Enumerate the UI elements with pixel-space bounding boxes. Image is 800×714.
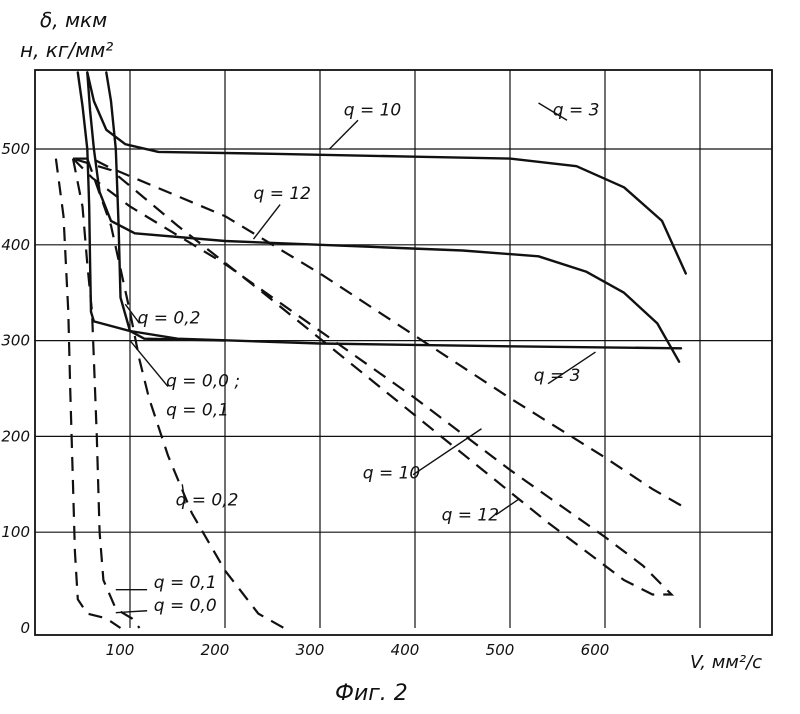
x-tick-label: 500	[486, 641, 515, 659]
curve-annotation: q = 10	[363, 464, 420, 484]
series-layer	[54, 71, 687, 629]
series-line-4	[105, 71, 227, 342]
tick-layer: 100 200 300 400 500 600 0 100 200 300 400 500	[1, 140, 609, 659]
series-line-1	[86, 71, 687, 275]
annotation-layer: q = 10 q = 3 q = 12 q = 0,2 q = 0,0 ; q = 0,1…	[138, 100, 600, 615]
series-line-6	[72, 157, 675, 596]
y-tick-label: 0	[20, 619, 30, 637]
leader-line	[329, 119, 359, 150]
series-line-2	[86, 71, 681, 363]
leader-line	[115, 610, 148, 614]
leader-line	[495, 498, 520, 516]
y-tick-label: 300	[1, 332, 30, 350]
series-line-3	[76, 71, 683, 350]
curve-annotation: q = 0,2	[138, 308, 201, 328]
leader-line	[252, 204, 281, 240]
leader-line	[547, 351, 596, 385]
y-tick-label: 200	[1, 427, 30, 445]
curve-annotation: q = 3	[534, 366, 581, 386]
curve-annotation: q = 0,1	[154, 573, 217, 593]
series-line-9	[54, 158, 122, 629]
y-axis-label-line-2: н, кг/мм²	[20, 38, 113, 62]
curve-annotation: q = 0,2	[176, 490, 239, 510]
x-tick-label: 600	[581, 641, 610, 659]
x-tick-label: 200	[201, 641, 230, 659]
leader-line	[412, 428, 482, 476]
leader-line	[538, 102, 568, 121]
plot-frame	[34, 69, 773, 636]
x-tick-label: 300	[296, 641, 325, 659]
x-tick-label: 100	[106, 641, 135, 659]
series-line-5	[73, 157, 682, 507]
curve-annotation: q = 12	[254, 184, 311, 204]
leader-line	[124, 303, 141, 324]
curve-annotation: q = 12	[442, 506, 499, 526]
curve-annotation: q = 0,0	[154, 596, 217, 616]
figure-caption: Фиг. 2	[335, 681, 408, 706]
x-tick-label: 400	[391, 641, 420, 659]
curve-annotation: q = 3	[553, 100, 600, 120]
series-line-7	[86, 158, 285, 629]
x-axis-label: V, мм²/с	[690, 652, 762, 673]
y-axis-label-line-1: δ, мкм	[40, 8, 107, 32]
y-tick-label: 400	[1, 236, 30, 254]
y-tick-label: 100	[1, 523, 30, 541]
leader-layer	[115, 102, 596, 614]
grid-layer	[35, 70, 772, 628]
curve-annotation: q = 0,1	[166, 400, 229, 420]
leader-line	[181, 484, 186, 504]
y-tick-label: 500	[1, 140, 30, 158]
leader-line	[129, 340, 169, 388]
curve-annotation: q = 10	[344, 100, 401, 120]
curve-annotation: q = 0,0 ;	[166, 372, 240, 392]
